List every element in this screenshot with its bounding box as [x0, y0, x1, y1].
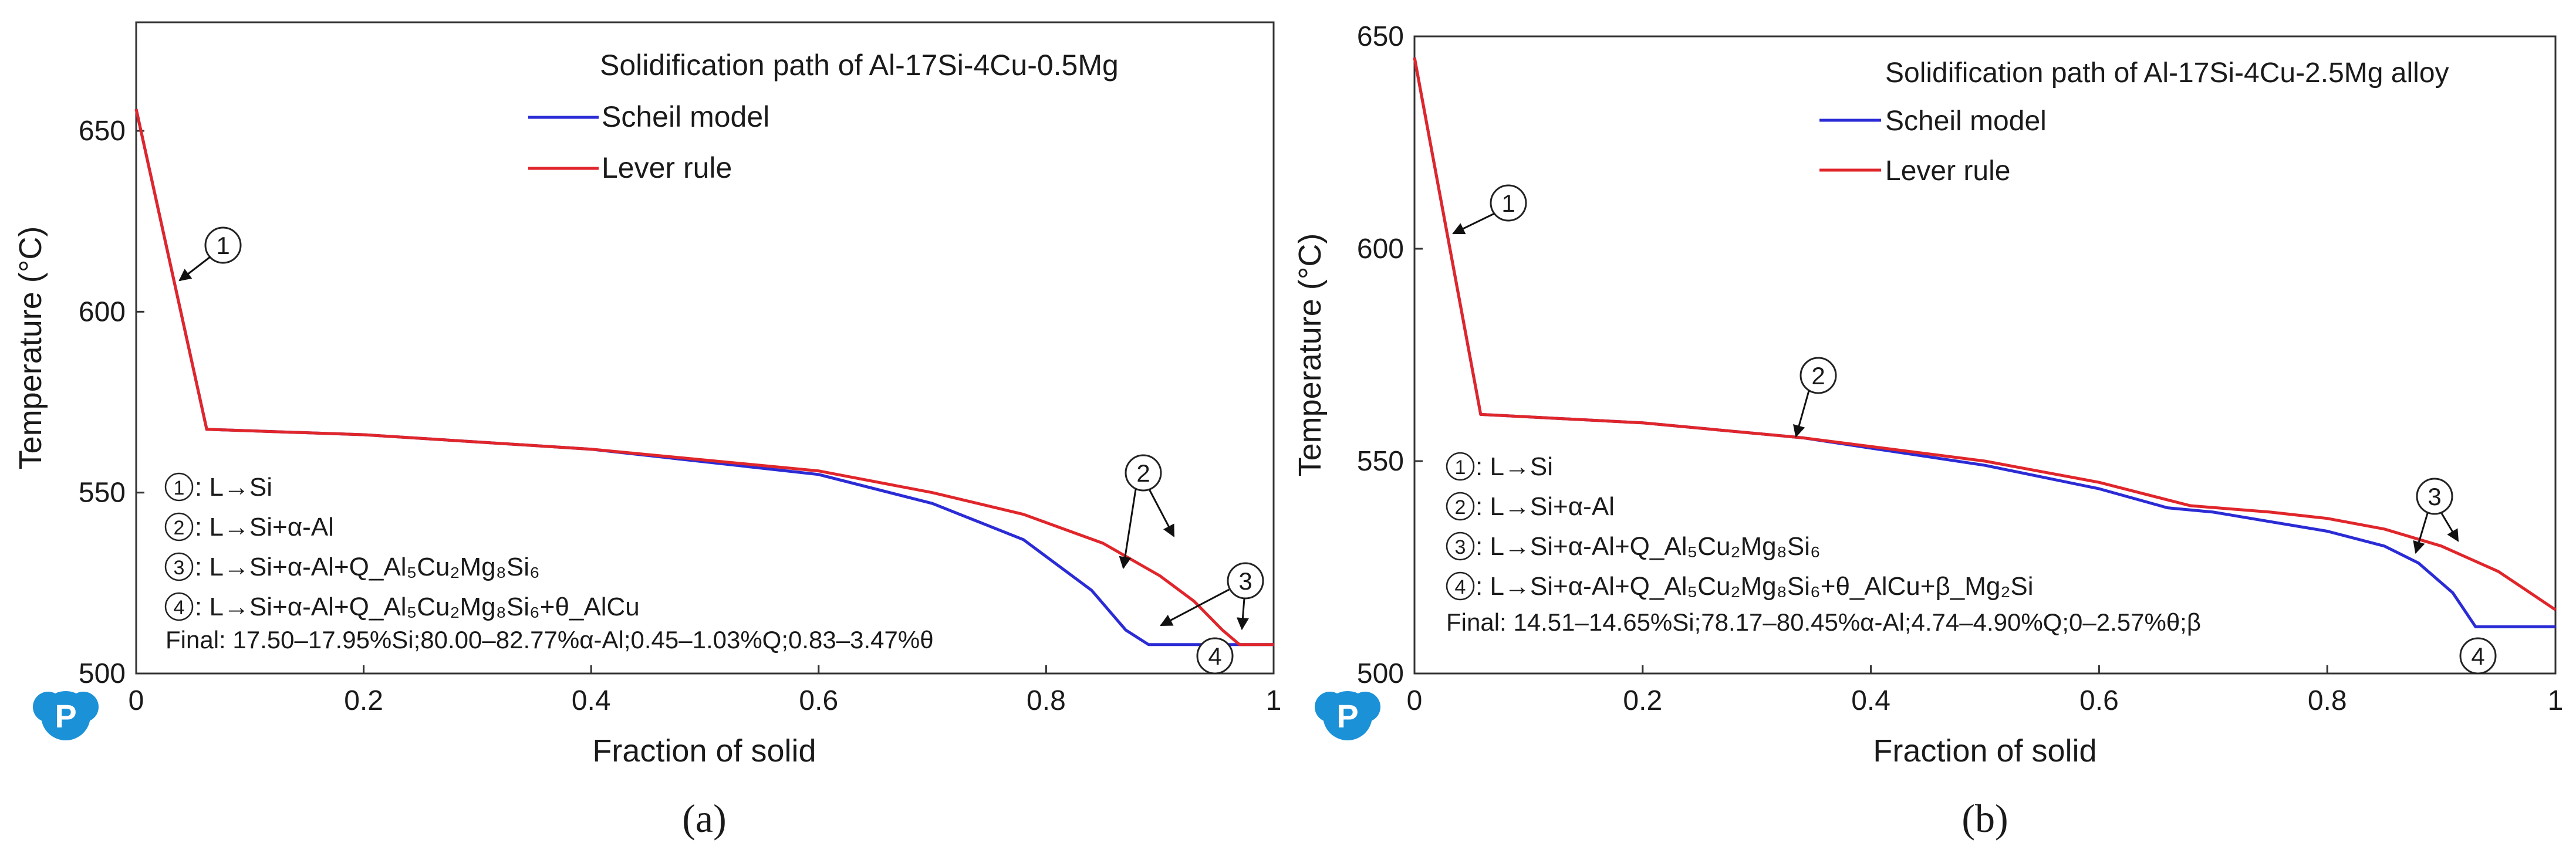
svg-text:P: P — [55, 698, 76, 734]
chart-b-annotation-num-4: 4 — [1455, 576, 1466, 598]
chart-b-annotation-row-1: 1 : L→Si — [1446, 452, 1553, 481]
chart-b-title: Solidification path of Al-17Si-4Cu-2.5Mg… — [1885, 57, 2449, 89]
chart-a-annotation-num-3: 3 — [174, 557, 185, 579]
chart-b-annotation-text-4: : L→Si+α-Al+Q_Al₅Cu₂Mg₈Si₆+θ_AlCu+β_Mg₂S… — [1476, 572, 2034, 601]
chart-a-annotation-num-2: 2 — [174, 517, 185, 539]
chart-a-xlabel: Fraction of solid — [592, 733, 816, 769]
chart-a-annotation-text-4: : L→Si+α-Al+Q_Al₅Cu₂Mg₈Si₆+θ_AlCu — [195, 593, 640, 621]
chart-b-legend-label-scheil: Scheil model — [1885, 106, 2047, 137]
chart-b-x-tick-label: 0.4 — [1851, 685, 1890, 716]
chart-a-legend-label-lever: Lever rule — [602, 151, 732, 184]
chart-a: 500 550 600 650 0 0.2 0.4 0.6 0.8 1 Solidificati… — [13, 21, 1282, 769]
chart-a-marker-2-label: 2 — [1136, 459, 1150, 487]
chart-b-x-tick-label: 0.2 — [1623, 685, 1662, 716]
chart-b-y-tick-label: 650 — [1357, 21, 1404, 52]
chart-a-x-tick-label: 0.4 — [572, 685, 611, 716]
chart-a-annotation-row-2: 2 : L→Si+α-Al — [164, 512, 334, 541]
chart-a-x-tick-label: 0.2 — [344, 685, 383, 716]
chart-b-series-lever — [1413, 57, 2557, 611]
chart-a-marker-1: 1 — [178, 226, 242, 282]
chart-b-marker-2-label: 2 — [1811, 362, 1825, 390]
chart-a-plot-area — [135, 21, 1275, 675]
svg-text:P: P — [1336, 698, 1358, 734]
chart-a-series-lever — [134, 109, 1274, 646]
chart-a-x-tick-label: 0.8 — [1027, 685, 1066, 716]
chart-a-y-ticks: 500 550 600 650 — [79, 116, 144, 689]
chart-b-annotations: 1 : L→Si 2 : L→Si+α-Al 3 : L→Si+α-Al+Q_A… — [1446, 452, 2201, 636]
chart-a-y-tick-label: 500 — [79, 658, 126, 689]
chart-a-x-ticks: 0 0.2 0.4 0.6 0.8 1 — [129, 665, 1282, 716]
chart-a-y-tick-label: 650 — [79, 116, 126, 147]
chart-b-y-tick-label: 550 — [1357, 446, 1404, 477]
chart-a-ylabel: Temperature (°C) — [13, 226, 48, 470]
chart-a-legend-label-scheil: Scheil model — [602, 100, 769, 133]
chart-b-x-tick-label: 0.8 — [2308, 685, 2347, 716]
chart-b-annotation-row-2: 2 : L→Si+α-Al — [1446, 492, 1615, 521]
chart-a-annotations: 1 : L→Si 2 : L→Si+α-Al 3 : L→Si+α-Al+Q_A… — [164, 472, 934, 654]
chart-a-annotation-text-1: : L→Si — [195, 473, 272, 502]
chart-a-annotation-row-3: 3 : L→Si+α-Al+Q_Al₅Cu₂Mg₈Si₆ — [164, 552, 540, 581]
chart-a-annotation-text-3: : L→Si+α-Al+Q_Al₅Cu₂Mg₈Si₆ — [195, 553, 540, 581]
chart-a-marker-3-label: 3 — [1238, 567, 1252, 595]
chart-b-marker-1: 1 — [1452, 184, 1527, 235]
chart-b-final-text: Final: 14.51–14.65%Si;78.17–80.45%α-Al;4… — [1446, 608, 2201, 636]
chart-b-marker-4-label: 4 — [2471, 642, 2484, 670]
chart-b-x-tick-label: 0.6 — [2079, 685, 2119, 716]
chart-a-annotation-num-4: 4 — [174, 597, 185, 619]
chart-a-marker-4: 4 — [1196, 637, 1234, 675]
chart-a-y-tick-label: 550 — [79, 478, 126, 509]
chart-a-x-tick-label: 0 — [129, 685, 144, 716]
chart-a-final-text: Final: 17.50–17.95%Si;80.00–82.77%α-Al;0… — [166, 626, 934, 654]
chart-b-markers: 1 2 3 4 — [1452, 184, 2497, 675]
chart-b-annotation-text-2: : L→Si+α-Al — [1476, 492, 1615, 521]
chart-b-x-tick-label: 0 — [1407, 685, 1423, 716]
chart-b-ylabel: Temperature (°C) — [1292, 233, 1328, 477]
chart-b-marker-4: 4 — [2459, 637, 2497, 675]
chart-b-xlabel: Fraction of solid — [1873, 733, 2096, 769]
chart-b-y-tick-label: 500 — [1357, 658, 1404, 689]
chart-a-annotation-num-1: 1 — [174, 477, 185, 499]
chart-a-annotation-text-2: : L→Si+α-Al — [195, 513, 334, 541]
chart-a-marker-2: 2 — [1119, 454, 1175, 570]
chart-b-annotation-text-1: : L→Si — [1476, 452, 1553, 481]
chart-a-markers: 1 2 3 4 — [178, 226, 1264, 675]
chart-b-annotation-row-4: 4 : L→Si+α-Al+Q_Al₅Cu₂Mg₈Si₆+θ_AlCu+β_Mg… — [1446, 571, 2034, 601]
chart-b-plot-area — [1413, 35, 2557, 675]
chart-a-annotation-row-4: 4 : L→Si+α-Al+Q_Al₅Cu₂Mg₈Si₆+θ_AlCu — [164, 592, 640, 621]
chart-a-y-tick-label: 600 — [79, 296, 126, 327]
chart-a-x-tick-label: 0.6 — [799, 685, 838, 716]
chart-b-marker-3: 3 — [2413, 478, 2459, 554]
chart-a-legend: Scheil model Lever rule — [528, 100, 769, 184]
chart-a-annotation-row-1: 1 : L→Si — [164, 472, 272, 502]
chart-b-y-ticks: 500 550 600 650 — [1357, 21, 1423, 689]
panel-label-a: (a) — [682, 796, 726, 841]
publisher-logo-right: P — [1315, 691, 1380, 740]
chart-b: 500 550 600 650 0 0.2 0.4 0.6 0.8 1 Solidificati… — [1292, 21, 2563, 769]
chart-b-marker-3-label: 3 — [2428, 483, 2441, 510]
chart-b-annotation-row-3: 3 : L→Si+α-Al+Q_Al₅Cu₂Mg₈Si₆ — [1446, 532, 1821, 561]
publisher-logo-left: P — [33, 691, 99, 740]
chart-a-title: Solidification path of Al-17Si-4Cu-0.5Mg — [600, 49, 1119, 82]
chart-b-legend-label-lever: Lever rule — [1885, 155, 2010, 187]
chart-b-marker-2: 2 — [1793, 357, 1837, 438]
chart-b-annotation-num-1: 1 — [1455, 456, 1466, 479]
chart-b-annotation-text-3: : L→Si+α-Al+Q_Al₅Cu₂Mg₈Si₆ — [1476, 532, 1821, 561]
chart-b-annotation-num-3: 3 — [1455, 536, 1466, 558]
panel-label-b: (b) — [1961, 796, 2008, 841]
chart-b-annotation-num-2: 2 — [1455, 496, 1466, 519]
chart-b-y-tick-label: 600 — [1357, 233, 1404, 265]
chart-a-x-tick-label: 1 — [1266, 685, 1282, 716]
chart-b-legend: Scheil model Lever rule — [1819, 106, 2047, 187]
chart-b-x-ticks: 0 0.2 0.4 0.6 0.8 1 — [1407, 665, 2564, 716]
chart-b-x-tick-label: 1 — [2548, 685, 2564, 716]
chart-b-marker-1-label: 1 — [1501, 189, 1515, 217]
chart-a-marker-3: 3 — [1160, 562, 1264, 631]
chart-a-marker-1-label: 1 — [216, 232, 229, 259]
chart-a-marker-4-label: 4 — [1208, 642, 1221, 670]
